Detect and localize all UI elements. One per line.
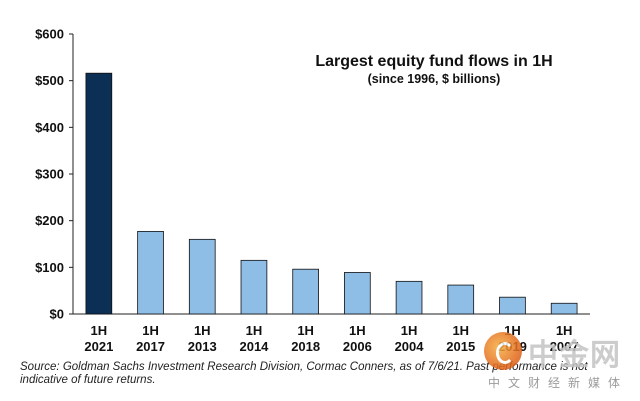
bar (188, 238, 216, 315)
bar (447, 284, 475, 315)
bar (550, 302, 578, 315)
bar (499, 296, 526, 315)
x-tick-label: 1H (349, 323, 366, 338)
y-tick-label: $400 (35, 120, 64, 135)
bars (85, 72, 578, 315)
x-tick-label: 2007 (550, 339, 579, 354)
bar (292, 268, 319, 315)
y-tick-label: $300 (35, 167, 64, 182)
x-tick-label: 2018 (291, 339, 320, 354)
x-tick-label: 1H (401, 323, 418, 338)
x-tick-label: 2006 (343, 339, 372, 354)
x-tick-label: 2017 (136, 339, 165, 354)
x-tick-label: 2019 (498, 339, 527, 354)
x-tick-label: 2004 (395, 339, 425, 354)
x-tick-label: 1H (297, 323, 314, 338)
x-tick-label: 2013 (188, 339, 217, 354)
chart-subtitle: (since 1996, $ billions) (368, 72, 501, 86)
y-tick-label: $500 (35, 73, 64, 88)
x-tick-label: 1H (504, 323, 521, 338)
chart-title: Largest equity fund flows in 1H (315, 53, 552, 70)
bar (344, 272, 371, 315)
x-tick-label: 2014 (239, 339, 269, 354)
x-tick-label: 1H (452, 323, 469, 338)
bar (395, 280, 423, 315)
x-tick-label: 1H (246, 323, 263, 338)
x-tick-label: 2015 (446, 339, 475, 354)
x-tick-label: 1H (91, 323, 108, 338)
y-tick-label: $100 (35, 260, 64, 275)
y-axis: $0 $100 $200 $300 $400 $500 $600 (35, 27, 590, 322)
x-tick-label: 1H (556, 323, 573, 338)
y-tick-label: $600 (35, 27, 64, 42)
x-axis-labels: 1H20211H20171H20131H20141H20181H20061H20… (84, 323, 578, 354)
y-tick-label: $0 (50, 307, 64, 322)
x-tick-label: 1H (142, 323, 159, 338)
x-tick-label: 2021 (84, 339, 113, 354)
bar (240, 259, 268, 315)
y-tick-label: $200 (35, 213, 64, 228)
bar (137, 230, 164, 315)
source-note: Source: Goldman Sachs Investment Researc… (20, 361, 588, 386)
x-tick-label: 1H (194, 323, 211, 338)
bar (85, 72, 113, 315)
